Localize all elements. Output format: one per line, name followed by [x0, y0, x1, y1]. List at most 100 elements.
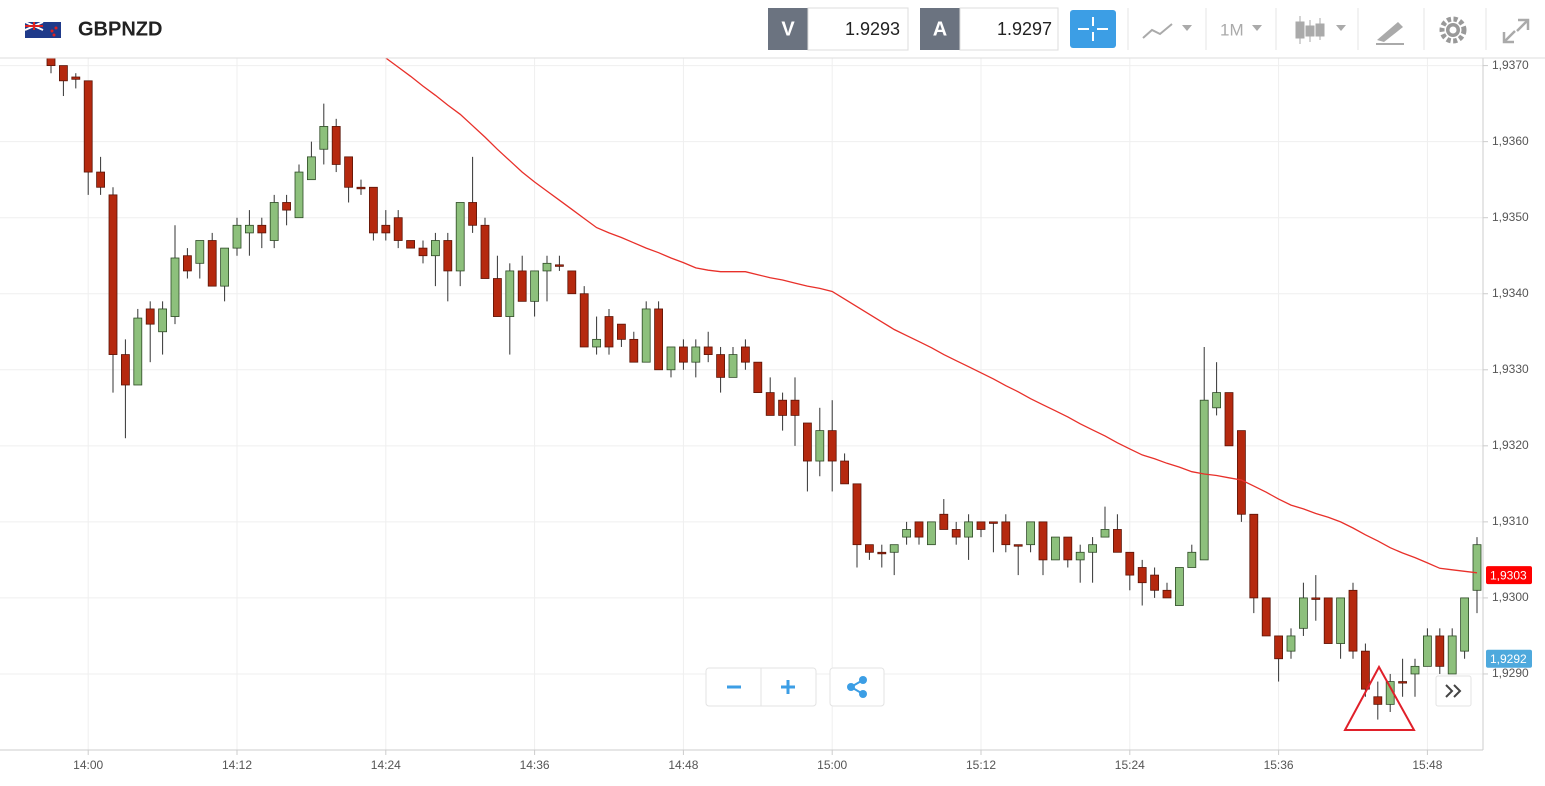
draw-tool-button[interactable]: [1376, 22, 1404, 45]
candle-body: [567, 270, 577, 295]
candle-body: [492, 278, 502, 317]
candle-body: [108, 194, 118, 355]
candle-style-button[interactable]: [1295, 16, 1346, 44]
candle-body: [691, 346, 701, 363]
candle-body: [617, 323, 626, 340]
candle-body: [207, 240, 217, 287]
candle-body: [46, 58, 56, 67]
candle-body: [1398, 681, 1407, 684]
candle-body: [1311, 597, 1321, 600]
candle-body: [1348, 589, 1358, 652]
price-marker-label: 1,9292: [1490, 652, 1527, 666]
x-tick-label: 15:36: [1264, 758, 1294, 772]
price-marker: [1486, 566, 1532, 585]
candle-body: [902, 529, 911, 538]
candle-body: [1125, 551, 1135, 576]
ask-button[interactable]: [920, 8, 960, 50]
candle-body: [1075, 551, 1085, 561]
candle-body: [914, 521, 924, 538]
candle-body: [257, 224, 267, 234]
candle-body: [555, 264, 564, 267]
candle-body: [294, 171, 304, 219]
candle-body: [1051, 536, 1060, 561]
candle-body: [815, 430, 825, 462]
scroll-right-button[interactable]: [1435, 675, 1472, 707]
x-tick-label: 14:24: [371, 758, 401, 772]
bid-box: [807, 7, 909, 51]
crosshair-button[interactable]: [1070, 10, 1116, 48]
candle-body: [182, 255, 192, 272]
ask-box: [959, 7, 1059, 51]
candle-body: [468, 202, 478, 226]
timeframe[interactable]: 1M: [1220, 20, 1244, 39]
candle-body: [1150, 574, 1159, 591]
candle-body: [765, 392, 775, 416]
candle-body: [406, 240, 416, 249]
candle-body: [1088, 544, 1097, 553]
candle-body: [220, 247, 230, 287]
candle-body: [1336, 597, 1345, 644]
y-tick-label: 1,9360: [1492, 134, 1529, 148]
candle-body: [1187, 551, 1197, 568]
candle-body: [1026, 521, 1035, 546]
candle-body: [666, 346, 676, 371]
candle-body: [195, 240, 205, 264]
share-button[interactable]: [829, 667, 885, 707]
settings-button[interactable]: [1439, 16, 1467, 44]
candle-body: [381, 224, 391, 234]
bid-label: V: [781, 18, 795, 40]
fullscreen-button[interactable]: [1502, 18, 1530, 44]
candle-body: [1361, 650, 1370, 690]
candle-body: [393, 217, 403, 241]
candle-body: [269, 202, 279, 241]
candle-body: [1286, 635, 1296, 652]
x-tick-label: 14:00: [73, 758, 103, 772]
candle-body: [1423, 635, 1432, 667]
candle-body: [443, 240, 453, 272]
candle-body: [368, 186, 378, 234]
candle-body: [1435, 635, 1445, 667]
candle-body: [1472, 544, 1482, 591]
y-tick-label: 1,9320: [1492, 438, 1529, 452]
candle-body: [1063, 536, 1073, 561]
timeframe-dropdown[interactable]: [1252, 25, 1262, 31]
y-tick-label: 1,9370: [1492, 58, 1529, 72]
candle-body: [455, 202, 465, 272]
candle-body: [1175, 567, 1184, 606]
candle-body: [356, 186, 366, 190]
candle-body: [145, 308, 155, 325]
x-tick-label: 14:36: [520, 758, 550, 772]
candle-body: [976, 521, 986, 530]
candle-body: [344, 156, 354, 188]
candle-body: [592, 338, 601, 348]
ask-price: 1.9297: [997, 19, 1052, 39]
candle-body: [505, 270, 515, 317]
candle-body: [865, 544, 874, 553]
candle-body: [790, 399, 800, 416]
candle-body: [430, 240, 440, 257]
candle-body: [703, 346, 713, 355]
ask-label: A: [933, 18, 947, 40]
candle-body: [170, 257, 180, 317]
axes: 1,9290 1,9300 1,9310 1,9320 1,9330 1,9340 1,93…: [73, 58, 1532, 772]
candle-body: [121, 354, 130, 386]
y-tick-label: 1,9330: [1492, 362, 1529, 376]
flag: [24, 21, 61, 38]
candle-body: [927, 521, 936, 546]
bid-button[interactable]: [768, 8, 808, 50]
candle-body: [889, 544, 899, 553]
zoom-in-button[interactable]: [781, 680, 795, 694]
y-tick-label: 1,9310: [1492, 514, 1529, 528]
candle-body: [244, 224, 254, 234]
candle-body: [418, 247, 428, 257]
candle-body: [1249, 513, 1259, 599]
candle-body: [517, 270, 527, 302]
candle-body: [728, 354, 738, 378]
chart-type-button[interactable]: [1142, 23, 1192, 39]
candle-body: [1224, 392, 1234, 447]
candle-body: [1373, 696, 1383, 705]
symbol-title: GBPNZD: [78, 18, 162, 40]
candle-body: [741, 346, 750, 363]
candle-body: [1460, 597, 1469, 652]
